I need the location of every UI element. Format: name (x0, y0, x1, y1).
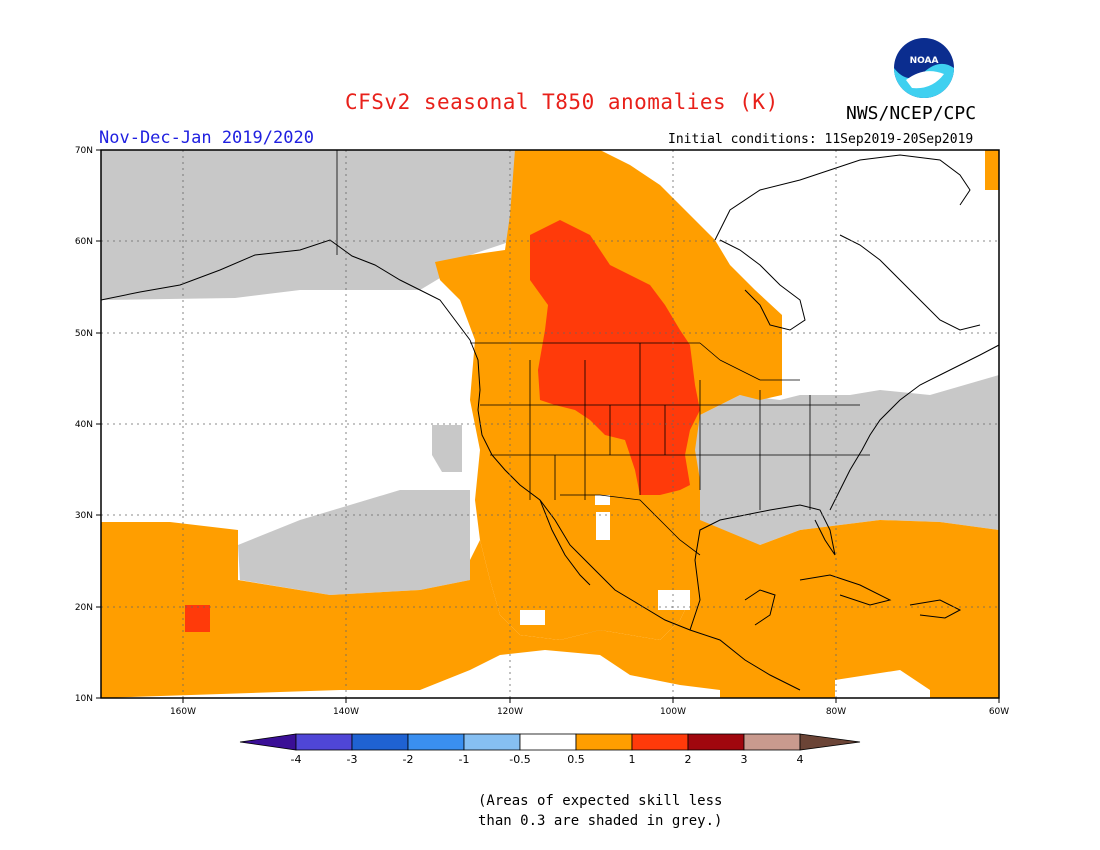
skill-footnote: (Areas of expected skill less than 0.3 a… (478, 791, 722, 831)
colorbar-swatch (519, 733, 577, 751)
lon-labels: 160W 140W 120W 100W 80W 60W (170, 707, 1009, 717)
grey-region-pacific (238, 490, 470, 595)
colorbar-label: 4 (797, 753, 804, 766)
colorbar-labels: -4 -3 -2 -1 -0.5 0.5 1 2 3 4 (291, 753, 804, 766)
lat-label: 70N (75, 146, 93, 156)
coastline-baja (539, 499, 591, 586)
colorbar-label: -0.5 (509, 753, 530, 766)
colorbar (239, 733, 861, 751)
lon-label: 160W (170, 707, 196, 717)
colorbar-swatch (463, 733, 521, 751)
white-region-mexico-2 (596, 512, 610, 540)
colorbar-swatch (575, 733, 633, 751)
colorbar-high-arrow (799, 733, 861, 751)
colorbar-label: 2 (685, 753, 692, 766)
lat-label: 40N (75, 420, 93, 430)
lat-labels: 70N 60N 50N 40N 30N 20N 10N (75, 146, 93, 704)
period-label: Nov-Dec-Jan 2019/2020 (99, 128, 314, 148)
white-region-baja (520, 610, 545, 625)
anomaly-shading (101, 150, 999, 698)
colorbar-swatch (687, 733, 745, 751)
axis-ticks (96, 149, 1000, 703)
borders (336, 150, 870, 556)
coastlines (100, 154, 1000, 691)
colorbar-swatch (743, 733, 801, 751)
colorbar-label: 1 (629, 753, 636, 766)
logo-text: NOAA (910, 56, 939, 66)
colorbar-label: -2 (403, 753, 414, 766)
lon-label: 80W (826, 707, 846, 717)
footnote-line-2: than 0.3 are shaded in grey.) (478, 813, 723, 829)
grey-region-nevada (432, 425, 462, 472)
colorbar-label: -3 (347, 753, 358, 766)
colorbar-swatch (351, 733, 409, 751)
initial-conditions-label: Initial conditions: 11Sep2019-20Sep2019 (668, 132, 974, 147)
lon-label: 100W (660, 707, 686, 717)
colorbar-label: 3 (741, 753, 748, 766)
coastline-cuba (799, 574, 892, 606)
noaa-logo: NOAA (894, 38, 954, 98)
coastline-hispaniola (909, 599, 962, 619)
white-region-caribbean (835, 670, 930, 698)
colorbar-label: -4 (291, 753, 302, 766)
coastline-hudson-bay (719, 239, 806, 331)
coastline-alaska (100, 239, 471, 341)
white-region-mexico-1 (595, 495, 610, 505)
colorbar-low-arrow (239, 733, 297, 751)
white-region-pacific-south (420, 650, 720, 698)
coastline-hudson (714, 154, 971, 241)
coastline-labrador (839, 234, 981, 331)
lon-label: 140W (333, 707, 359, 717)
lat-label: 50N (75, 329, 93, 339)
colorbar-label: -1 (459, 753, 470, 766)
lon-label: 60W (989, 707, 1009, 717)
red-region-hawaii (185, 605, 210, 632)
lat-label: 10N (75, 694, 93, 704)
lat-label: 60N (75, 237, 93, 247)
lat-label: 20N (75, 603, 93, 613)
chart-title: CFSv2 seasonal T850 anomalies (K) (345, 90, 779, 114)
colorbar-swatch (631, 733, 689, 751)
colorbar-swatch (407, 733, 465, 751)
red-region-canada-plains (530, 220, 700, 495)
footnote-line-1: (Areas of expected skill less (478, 793, 723, 809)
agency-label: NWS/NCEP/CPC (846, 103, 977, 124)
lon-label: 120W (497, 707, 523, 717)
coastline-east (829, 344, 1000, 511)
coastline-yucatan (744, 589, 776, 626)
grey-region-alaska (101, 150, 515, 300)
lat-label: 30N (75, 511, 93, 521)
colorbar-label: 0.5 (567, 753, 585, 766)
orange-region-south-pacific (101, 520, 999, 698)
colorbar-swatch (295, 733, 353, 751)
orange-region-arctic (985, 150, 999, 190)
coastline-gulf (689, 504, 836, 631)
coastline-west-coast (469, 339, 801, 691)
graticule (101, 150, 999, 698)
white-region-central-america (658, 590, 690, 610)
grey-region-eastern-us (690, 375, 999, 630)
